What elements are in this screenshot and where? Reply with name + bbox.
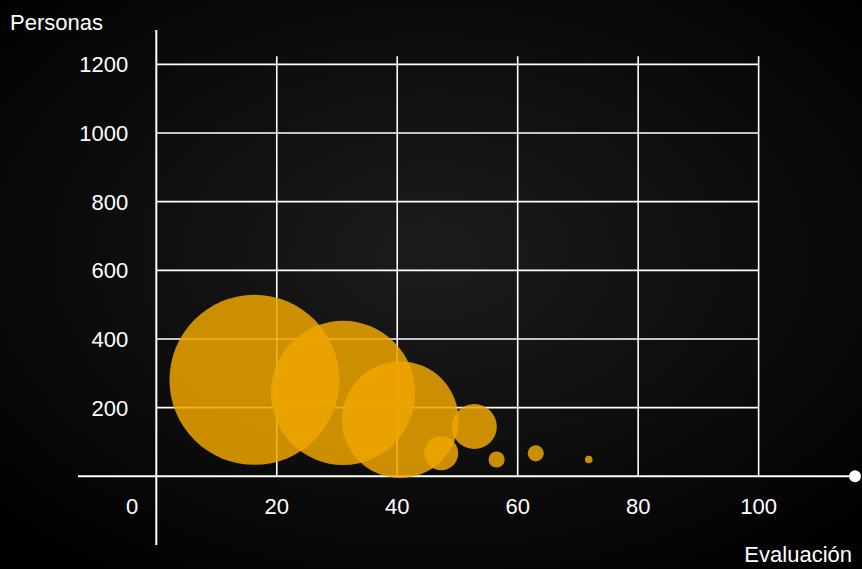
bubble: [424, 436, 458, 470]
y-tick-label: 1200: [79, 52, 128, 77]
grid-line-y: [156, 132, 758, 134]
axis-end-dot: [849, 470, 861, 482]
background: [0, 0, 862, 569]
y-tick-label: 1000: [79, 121, 128, 146]
x-tick-label: 20: [265, 494, 289, 519]
y-axis: [155, 30, 157, 545]
grid-line-y: [156, 64, 758, 66]
bubble: [342, 361, 459, 478]
bubble: [528, 445, 544, 461]
bubble: [585, 456, 593, 464]
x-axis-title: Evaluación: [744, 542, 852, 567]
grid-line-x: [517, 56, 519, 476]
bubble: [452, 404, 497, 449]
y-tick-label: 400: [92, 327, 129, 352]
chart: 0 20 40 60 80 100 200 400 600 800 1000 1200 Personas…: [0, 0, 862, 569]
x-tick-label: 80: [626, 494, 650, 519]
x-tick-label: 100: [740, 494, 777, 519]
grid-line-y: [156, 270, 758, 272]
x-tick-label: 0: [126, 494, 138, 519]
grid: [156, 56, 758, 476]
x-tick-label: 40: [385, 494, 409, 519]
x-tick-label: 60: [505, 494, 529, 519]
bubbles: [169, 295, 592, 478]
grid-line-y: [156, 201, 758, 203]
bubble: [489, 451, 505, 467]
x-axis: [78, 475, 855, 477]
y-tick-label: 800: [92, 190, 129, 215]
y-tick-label: 200: [92, 396, 129, 421]
grid-line-x: [758, 56, 760, 476]
y-axis-title: Personas: [10, 10, 103, 35]
y-tick-label: 600: [92, 258, 129, 283]
tick-labels: 0 20 40 60 80 100 200 400 600 800 1000 1200: [79, 52, 777, 519]
grid-line-x: [637, 56, 639, 476]
